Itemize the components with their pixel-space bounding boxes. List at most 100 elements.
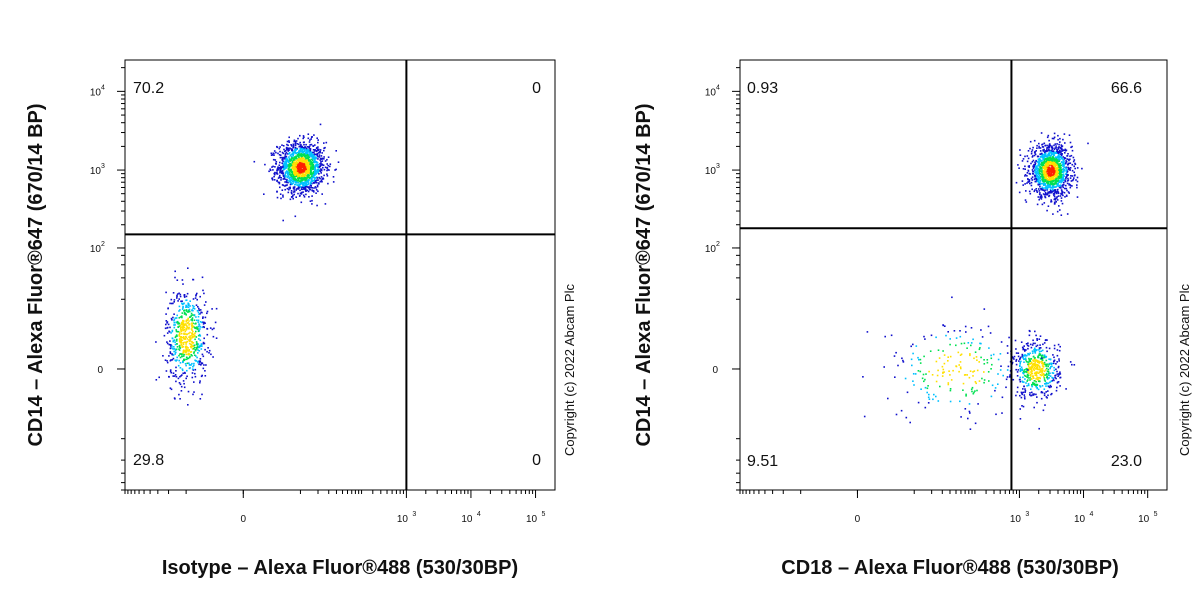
event-dot — [180, 326, 182, 329]
event-dot — [1018, 167, 1020, 169]
event-dot — [186, 358, 188, 361]
event-dot — [1000, 365, 1002, 367]
event-dot — [286, 170, 289, 173]
event-dot — [202, 342, 205, 345]
event-dot — [180, 344, 183, 346]
event-dot — [1041, 156, 1044, 159]
event-dot — [1034, 180, 1037, 183]
event-dot — [1024, 397, 1026, 400]
event-dot — [327, 182, 329, 185]
event-dot — [1030, 181, 1033, 184]
event-dot — [1037, 376, 1040, 379]
event-dot — [1028, 361, 1030, 363]
event-dot — [1031, 156, 1034, 158]
event-dot — [1058, 164, 1060, 167]
event-dot — [975, 382, 977, 385]
event-dot — [205, 301, 207, 303]
x-tick-label: 10 — [1138, 514, 1150, 525]
event-dot — [1060, 189, 1063, 191]
event-dot — [973, 391, 975, 394]
event-dot — [1047, 184, 1049, 187]
event-dot — [1065, 162, 1067, 164]
event-dot — [949, 388, 952, 390]
event-dot — [951, 296, 953, 299]
event-dot — [1026, 361, 1029, 363]
event-dot — [322, 166, 324, 169]
event-dot — [1034, 152, 1036, 154]
event-dot — [204, 316, 207, 319]
event-dot — [199, 358, 202, 360]
event-dot — [294, 178, 296, 180]
event-dot — [1037, 380, 1040, 383]
event-dot — [215, 307, 218, 310]
event-dot — [314, 182, 316, 184]
event-dot — [186, 375, 188, 378]
event-dot — [188, 363, 191, 366]
event-dot — [191, 325, 194, 327]
event-dot — [1054, 191, 1056, 194]
event-dot — [1026, 385, 1028, 387]
event-dot — [178, 340, 181, 343]
event-dot — [204, 348, 206, 351]
event-dot — [179, 383, 182, 386]
event-dot — [320, 168, 323, 171]
event-dot — [1027, 347, 1029, 350]
event-dot — [180, 332, 183, 335]
event-dot — [1056, 361, 1058, 363]
event-dot — [169, 352, 172, 355]
event-dot — [1042, 409, 1045, 412]
event-dot — [1066, 213, 1069, 215]
event-dot — [273, 154, 275, 156]
event-dot — [280, 179, 282, 181]
event-dot — [943, 362, 946, 365]
event-dot — [175, 317, 178, 319]
event-dot — [290, 179, 293, 182]
event-dot — [204, 322, 206, 324]
event-dot — [1058, 172, 1060, 175]
event-dot — [943, 371, 945, 373]
event-dot — [273, 152, 275, 155]
event-dot — [185, 319, 188, 321]
event-dot — [276, 146, 279, 149]
event-dot — [335, 150, 337, 152]
event-dot — [1023, 345, 1025, 347]
event-dot — [282, 175, 285, 177]
event-dot — [1066, 180, 1069, 182]
event-dot — [990, 357, 993, 360]
event-dot — [182, 305, 184, 308]
event-dot — [1053, 173, 1055, 176]
event-dot — [281, 144, 283, 146]
event-dot — [970, 344, 972, 347]
event-dot — [312, 166, 315, 169]
event-dot — [307, 154, 310, 157]
event-dot — [1047, 154, 1049, 156]
event-dot — [191, 326, 193, 329]
event-dot — [278, 164, 281, 167]
event-dot — [283, 148, 285, 151]
event-dot — [183, 329, 186, 331]
event-dot — [1057, 176, 1060, 178]
event-dot — [181, 302, 183, 305]
event-dot — [1057, 185, 1060, 187]
event-dot — [1055, 363, 1057, 365]
event-dot — [279, 146, 281, 148]
event-dot — [1034, 368, 1037, 370]
event-dot — [977, 403, 979, 405]
event-dot — [965, 331, 967, 333]
event-dot — [1022, 376, 1024, 379]
event-dot — [1052, 377, 1054, 379]
event-dot — [295, 160, 298, 163]
event-dot — [943, 354, 946, 356]
event-dot — [172, 340, 174, 343]
event-dot — [1047, 385, 1050, 388]
event-dot — [179, 356, 182, 359]
event-dot — [179, 340, 182, 342]
y-tick-exponent: 3 — [101, 163, 105, 170]
event-dot — [1050, 380, 1052, 383]
event-dot — [966, 374, 968, 376]
event-dot — [187, 306, 190, 308]
event-dot — [276, 173, 279, 175]
event-dot — [1069, 177, 1072, 179]
event-dot — [198, 323, 200, 325]
